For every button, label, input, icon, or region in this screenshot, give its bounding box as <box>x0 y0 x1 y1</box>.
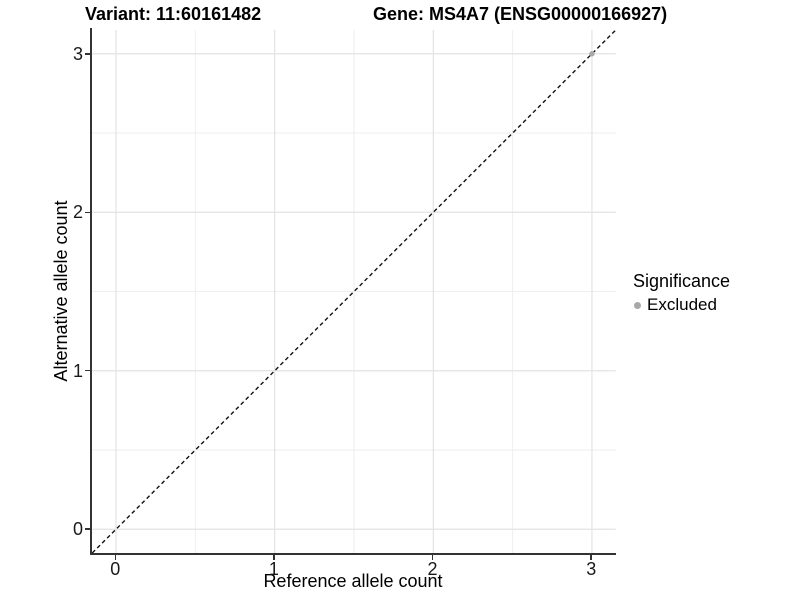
y-tick-mark <box>85 211 90 213</box>
legend: Significance Excluded <box>630 271 730 315</box>
identity-line <box>91 30 616 553</box>
x-tick-label: 0 <box>110 559 121 579</box>
y-axis-title: Alternative allele count <box>51 200 71 382</box>
x-tick-label: 2 <box>427 559 438 579</box>
x-tick-label: 1 <box>268 559 279 579</box>
y-tick-label: 1 <box>72 360 83 381</box>
x-tick-mark <box>114 555 117 560</box>
excluded-point-icon <box>634 301 641 309</box>
x-tick-mark <box>273 555 275 560</box>
plot-panel <box>91 30 616 553</box>
x-tick-mark <box>431 555 434 560</box>
legend-item-excluded: Excluded <box>634 295 730 315</box>
x-tick-label: 3 <box>586 559 597 579</box>
plot-canvas <box>91 30 616 553</box>
y-axis-line <box>90 28 92 555</box>
legend-item-label: Excluded <box>647 295 717 314</box>
x-tick-mark <box>590 555 592 560</box>
x-axis-line <box>90 553 616 555</box>
y-tick-mark <box>85 369 90 372</box>
y-tick-label: 0 <box>72 519 83 540</box>
y-tick-mark <box>85 528 90 530</box>
y-tick-mark <box>85 53 90 55</box>
data-point-excluded <box>588 51 595 57</box>
y-tick-label: 2 <box>72 202 83 223</box>
legend-title: Significance <box>633 271 731 291</box>
gene-title: Gene: MS4A7 (ENSG00000166927) <box>373 4 668 24</box>
y-tick-label: 3 <box>72 43 83 64</box>
x-axis-title: Reference allele count <box>263 571 443 591</box>
variant-title: Variant: 11:60161482 <box>85 4 262 24</box>
